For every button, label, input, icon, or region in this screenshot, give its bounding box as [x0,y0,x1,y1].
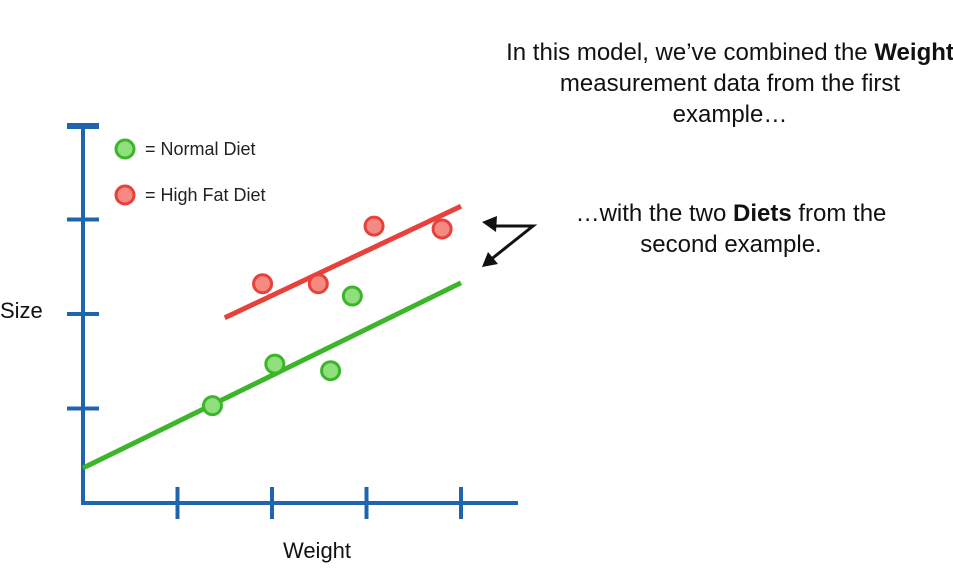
x-axis-label: Weight [283,538,351,563]
legend-marker-normal-diet [114,138,136,160]
caption-1-text-b: measurement data from the first example… [559,70,901,128]
point-normal-diet-1 [201,395,223,417]
legend-marker-high-fat-diet [114,184,136,206]
fit-line-high-fat-diet [223,204,463,321]
caption-2-text-b: from the second example. [640,200,887,258]
point-high-fat-diet-4 [431,218,453,240]
point-normal-diet-3 [320,360,342,382]
y-axis-label: Size [0,298,43,323]
caption-2-bold: Diets [733,200,792,227]
legend-label-normal-diet: = Normal Diet [145,139,256,159]
fit-line-normal-diet [81,280,463,471]
annotation-arrow-icon [482,216,538,267]
axes [67,123,518,519]
caption-2-text-a: …with the two [575,200,733,227]
legend: = Normal Diet = High Fat Diet [114,138,266,206]
caption-1-text-a: In this model, we’ve combined the [506,39,875,66]
arrow-head-upper [482,216,497,232]
point-normal-diet-4 [341,285,363,307]
caption-1-bold: Weight [874,39,953,66]
arrow-shaft [488,224,538,263]
caption-combined-weight: In this model, we’ve combined the Weight… [505,37,953,130]
point-high-fat-diet-1 [252,273,274,295]
caption-two-diets: …with the two Diets from the second exam… [545,198,917,260]
point-high-fat-diet-3 [363,215,385,237]
point-normal-diet-2 [264,353,286,375]
arrow-head-lower [482,252,498,267]
data-points [201,215,453,417]
fit-lines [81,204,463,471]
legend-label-high-fat-diet: = High Fat Diet [145,185,266,205]
point-high-fat-diet-2 [307,273,329,295]
